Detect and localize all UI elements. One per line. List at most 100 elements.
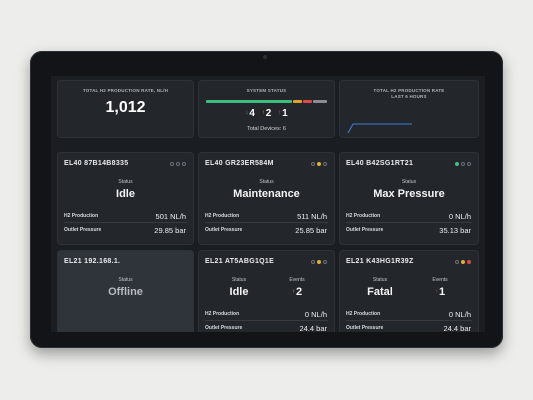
status-bar-offline-segment	[312, 100, 328, 103]
indicator-dot-icon	[170, 162, 174, 166]
indicator-dot-icon	[461, 260, 465, 264]
system-status-label: SYSTEM STATUS	[246, 88, 287, 93]
error-count-value: 2	[265, 108, 272, 119]
tablet-frame: TOTAL H2 PRODUCTION RATE, NL/H 1,012 SYS…	[30, 51, 503, 348]
indicator-dot-icon	[176, 162, 180, 166]
status-indicator-dots	[311, 162, 327, 166]
system-status-card[interactable]: SYSTEM STATUS ↓4 ↑2 ↑1 Total Devices: 6	[198, 80, 335, 138]
fatal-arrow-icon: ↑	[278, 110, 282, 116]
fatal-count-value: 1	[282, 108, 288, 119]
outlet-pressure-value: 29.85 bar	[154, 226, 186, 235]
indicator-dot-icon	[455, 260, 459, 264]
status-bar-warning-segment	[293, 100, 302, 103]
events-count: 2	[295, 286, 303, 298]
divider	[346, 222, 472, 223]
status-bar-error-segment	[302, 100, 312, 103]
device-card-4[interactable]: EL21 192.168.1. Status Offline	[57, 250, 194, 332]
warning-count[interactable]: ↓4	[245, 108, 255, 119]
chart-title-line2: LAST 6 HOURS	[391, 94, 427, 99]
device-card-3[interactable]: EL40 B42SG1RT21 Status Max Pressure H2 P…	[339, 152, 479, 245]
h2-production-value: 511 NL/h	[297, 212, 327, 221]
indicator-dot-icon	[455, 162, 459, 166]
outlet-pressure-value: 25.85 bar	[295, 226, 327, 235]
status-value: Offline	[108, 286, 143, 298]
outlet-pressure-value: 35.13 bar	[439, 226, 471, 235]
status-value: Maintenance	[233, 188, 300, 200]
indicator-dot-icon	[467, 260, 471, 264]
fatal-count[interactable]: ↑1	[278, 108, 288, 119]
status-label: Status	[118, 179, 133, 185]
warning-arrow-icon: ↓	[245, 110, 249, 116]
outlet-pressure-label: Outlet Pressure	[205, 227, 243, 233]
outlet-pressure-label: Outlet Pressure	[346, 325, 384, 331]
events-count: 1	[438, 286, 446, 298]
outlet-pressure-label: Outlet Pressure	[346, 227, 384, 233]
device-card-2[interactable]: EL40 GR23ER584M Status Maintenance H2 Pr…	[198, 152, 335, 245]
status-label: Status	[118, 277, 133, 283]
device-name: EL21 AT5ABG1Q1E	[205, 258, 275, 265]
status-label: Status	[231, 277, 247, 283]
total-production-label: TOTAL H2 PRODUCTION RATE, NL/H	[82, 88, 169, 93]
events-label: Events	[289, 277, 305, 283]
status-value: Idle	[116, 188, 135, 200]
outlet-pressure-value: 24.4 bar	[299, 324, 327, 332]
status-value: Idle	[229, 286, 249, 298]
device-name: EL40 GR23ER584M	[205, 160, 274, 167]
indicator-dot-icon	[182, 162, 186, 166]
h2-production-value: 0 NL/h	[304, 310, 327, 319]
error-arrow-icon: ↑	[261, 110, 265, 116]
events-value[interactable]: ↑1	[420, 286, 460, 298]
outlet-pressure-label: Outlet Pressure	[64, 227, 102, 233]
h2-production-value: 0 NL/h	[448, 212, 471, 221]
status-indicator-dots	[170, 162, 186, 166]
indicator-dot-icon	[461, 162, 465, 166]
total-production-value: 1,012	[105, 99, 146, 116]
total-production-card[interactable]: TOTAL H2 PRODUCTION RATE, NL/H 1,012	[57, 80, 194, 138]
status-indicator-dots	[455, 162, 471, 166]
chart-title-line1: TOTAL H2 PRODUCTION RATE	[373, 88, 445, 93]
events-value[interactable]: ↑2	[277, 286, 317, 298]
h2-production-value: 501 NL/h	[155, 212, 186, 221]
divider	[64, 222, 187, 223]
device-card-1[interactable]: EL40 87B14B8335 Status Idle H2 Productio…	[57, 152, 194, 245]
device-card-5[interactable]: EL21 AT5ABG1Q1E Status Idle Events ↑2 H2…	[198, 250, 335, 332]
total-devices-label: Total Devices: 6	[247, 126, 286, 132]
production-rate-sparkline	[347, 123, 412, 134]
indicator-dot-icon	[467, 162, 471, 166]
status-indicator-dots	[311, 260, 327, 264]
indicator-dot-icon	[323, 162, 327, 166]
status-value: Fatal	[367, 286, 393, 298]
divider	[346, 320, 472, 321]
h2-production-label: H2 Production	[205, 311, 240, 317]
status-label: Status	[259, 179, 274, 185]
device-card-6[interactable]: EL21 K43HG1R39Z Status Fatal Events ↑1 H…	[339, 250, 479, 332]
indicator-dot-icon	[317, 260, 321, 264]
status-label: Status	[401, 179, 417, 185]
event-counts: ↓4 ↑2 ↑1	[199, 108, 334, 119]
status-indicator-dots	[455, 260, 471, 264]
device-name: EL21 K43HG1R39Z	[346, 258, 414, 265]
camera-dot	[263, 55, 267, 59]
device-name: EL21 192.168.1.	[64, 258, 121, 265]
outlet-pressure-label: Outlet Pressure	[205, 325, 243, 331]
outlet-pressure-value: 24.4 bar	[443, 324, 471, 332]
h2-production-value: 0 NL/h	[448, 310, 471, 319]
status-bar-ok-segment	[206, 100, 293, 103]
indicator-dot-icon	[323, 260, 327, 264]
indicator-dot-icon	[317, 162, 321, 166]
events-label: Events	[432, 277, 448, 283]
sparkline-line	[347, 123, 412, 134]
h2-production-label: H2 Production	[346, 213, 381, 219]
events-arrow-icon: ↑	[434, 289, 438, 295]
divider	[205, 222, 328, 223]
h2-production-label: H2 Production	[64, 213, 99, 219]
error-count[interactable]: ↑2	[262, 108, 272, 119]
indicator-dot-icon	[311, 260, 315, 264]
divider	[205, 320, 328, 321]
production-rate-chart-card[interactable]: TOTAL H2 PRODUCTION RATE LAST 6 HOURS	[339, 80, 479, 138]
device-name: EL40 87B14B8335	[64, 160, 129, 167]
h2-production-label: H2 Production	[205, 213, 240, 219]
status-distribution-bar	[206, 100, 328, 103]
events-arrow-icon: ↑	[291, 289, 295, 295]
device-name: EL40 B42SG1RT21	[346, 160, 414, 167]
